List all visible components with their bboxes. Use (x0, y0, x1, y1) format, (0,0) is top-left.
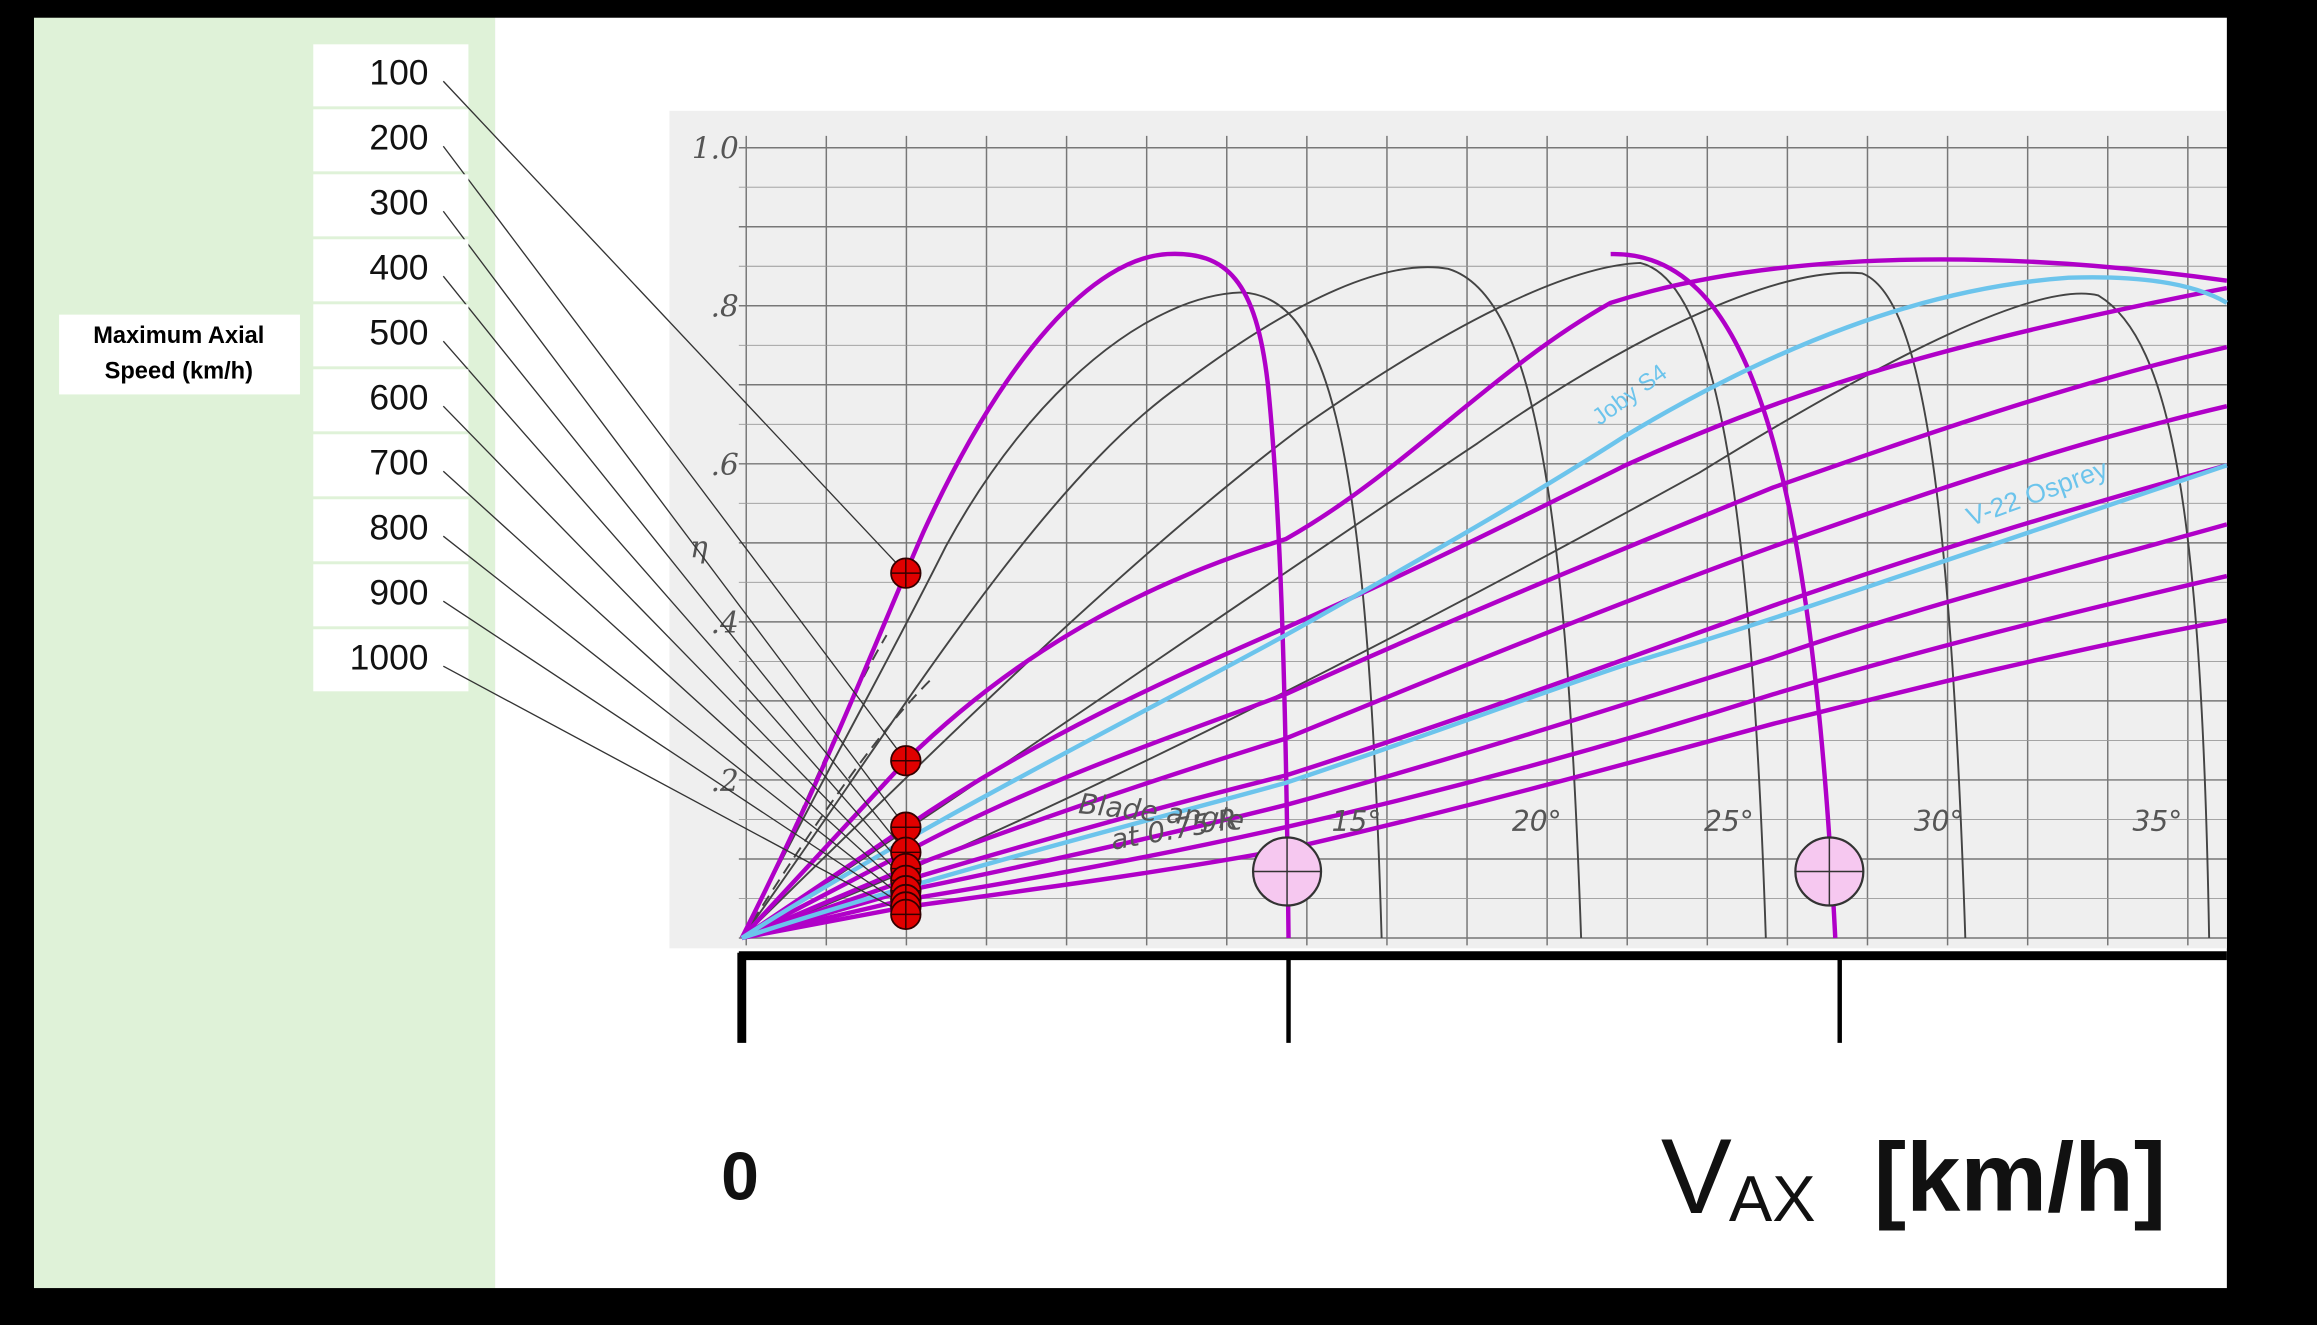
speed-value: 1000 (350, 638, 429, 678)
angle-label: 30° (1914, 805, 1964, 838)
panel-title: Speed (km/h) (105, 358, 253, 384)
leader-line (442, 80, 907, 574)
speed-cell (313, 239, 469, 302)
speed-value: 500 (369, 313, 428, 353)
efficiency-curve (741, 618, 2228, 941)
speed-cell (313, 499, 469, 562)
y-label: 1.0 (692, 132, 739, 166)
scan-curve (741, 292, 2211, 939)
leader-line (442, 275, 907, 853)
efficiency-curve (741, 522, 2228, 941)
speed-value: 700 (369, 443, 428, 483)
leader-line (442, 405, 907, 881)
speed-value: 900 (369, 573, 428, 613)
speed-cell (313, 44, 469, 107)
efficiency-curve (740, 344, 2228, 940)
efficiency-curve (740, 404, 2228, 941)
leader-line (442, 470, 907, 892)
grid (738, 135, 2227, 946)
x-origin-label: 0 (721, 1139, 759, 1215)
leader-line (442, 210, 907, 828)
speed-value: 800 (369, 508, 428, 548)
y-symbol: η (690, 531, 708, 565)
leader-line (442, 535, 907, 901)
speed-value: 400 (369, 248, 428, 288)
speed-cell (313, 434, 469, 497)
x-unit: [km/h] (1874, 1122, 2167, 1231)
markers (1251, 836, 1865, 907)
speed-cell (313, 174, 469, 237)
x-variable: V (1661, 1117, 1732, 1236)
efficiency-curve (741, 573, 2228, 941)
scan-curve (741, 261, 1767, 939)
leader-line (442, 600, 907, 908)
joby-curve (740, 275, 2228, 940)
y-label: .4 (711, 606, 739, 640)
efficiency-curve (741, 463, 2228, 941)
leader-line (442, 145, 907, 762)
speed-value: 600 (369, 378, 428, 418)
panel-title: Maximum Axial (93, 323, 264, 349)
panel-label-box (59, 314, 300, 395)
axis (737, 951, 2227, 1043)
speed-cell (313, 304, 469, 367)
x-subscript: AX (1729, 1162, 1816, 1235)
efficiency-curve (740, 257, 2228, 940)
speed-cell (313, 629, 469, 692)
speed-cell (313, 369, 469, 432)
speed-cell (313, 564, 469, 627)
y-label: .6 (711, 448, 739, 482)
scan-curve (740, 678, 932, 939)
efficiency-curve (739, 251, 1291, 939)
angle-label: 25° (1704, 805, 1754, 838)
speed-value: 100 (369, 53, 428, 93)
speed-value: 200 (369, 118, 428, 158)
speed-cell (313, 109, 469, 172)
osprey-curve (741, 463, 2228, 941)
magenta-curves (739, 251, 2228, 941)
leader-line (442, 665, 907, 915)
leader-line (442, 340, 907, 870)
efficiency-curve (740, 285, 2228, 940)
angle-label: 20° (1512, 805, 1562, 838)
y-label: .8 (711, 290, 739, 324)
scan-curve (740, 291, 1383, 939)
blue-curves (740, 275, 2228, 941)
speed-list: 100 200 300 400 500 600 700 800 900 1000 (313, 44, 922, 931)
speed-value: 300 (369, 183, 428, 223)
angle-label: 15° (1332, 805, 1382, 838)
scan-curve (741, 271, 1967, 939)
y-labels: 1.0.8.6.4.2 (692, 132, 739, 798)
angle-labels: 15° 20° 25° 30° 35° (1332, 805, 2183, 838)
angle-label: 35° (2133, 805, 2183, 838)
